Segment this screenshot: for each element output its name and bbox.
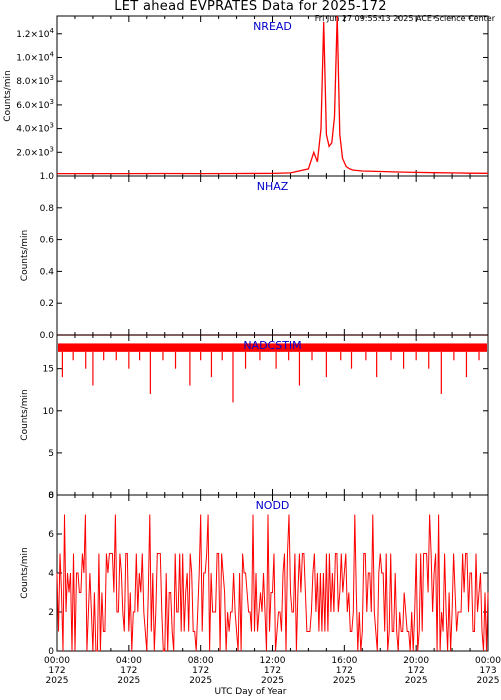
y-tick-exponent: 3 (50, 98, 54, 106)
panel-frame (56, 15, 489, 177)
y-tick-label: 1.0 (40, 172, 55, 182)
y-tick-label: 15 (43, 365, 54, 375)
x-tick-label-time: 12:00 (260, 656, 286, 666)
x-tick-label-day: 172 (264, 666, 281, 676)
y-tick-label: 8.0×103 (16, 74, 54, 87)
data-band-nadcstim (58, 343, 487, 352)
x-tick-label-year: 2025 (333, 676, 356, 686)
y-tick-base: 4.0×10 (16, 125, 50, 135)
x-axis-label: UTC Day of Year (214, 687, 287, 697)
y-tick-label: 8 (48, 491, 54, 501)
y-tick-base: 1.0×10 (16, 53, 50, 63)
y-tick-base: 2.0×10 (16, 148, 50, 158)
y-tick-base: 6.0×10 (16, 101, 50, 111)
y-tick-label: 5 (48, 449, 54, 459)
x-tick-label-year: 2025 (477, 676, 500, 686)
x-tick-label-day: 172 (408, 666, 425, 676)
x-tick-label-time: 20:00 (403, 656, 429, 666)
x-tick-label-day: 173 (479, 666, 496, 676)
y-tick-exponent: 4 (50, 27, 55, 35)
y-tick-label: 10 (43, 407, 55, 417)
data-line-nread (57, 15, 489, 175)
y-tick-label: 6.0×103 (16, 98, 54, 111)
x-tick-label-day: 172 (48, 666, 65, 676)
y-tick-exponent: 3 (50, 74, 54, 82)
x-tick-label-year: 2025 (189, 676, 212, 686)
chart-title: LET ahead EVPRATES Data for 2025-172 (114, 0, 387, 14)
x-tick-label-day: 172 (120, 666, 137, 676)
x-tick-label-time: 00:00 (44, 656, 70, 666)
x-tick-label-time: 00:00 (475, 656, 501, 666)
panel-title-nodd: NODD (256, 499, 290, 512)
y-axis-label: Counts/min (20, 230, 30, 281)
x-tick-label-day: 172 (336, 666, 353, 676)
panel-frame (56, 175, 489, 336)
y-axis-label: Counts/min (3, 70, 13, 121)
y-tick-label: 0.2 (40, 299, 54, 309)
y-tick-label: 6 (48, 530, 54, 540)
x-tick-label-time: 08:00 (188, 656, 214, 666)
y-tick-label: 0 (48, 491, 54, 501)
panel-title-nadcstim: NADCSTIM (243, 339, 301, 352)
y-tick-label: 1.0×104 (16, 50, 54, 63)
y-tick-label: 1.2×104 (16, 27, 54, 40)
y-tick-label: 2 (48, 608, 54, 618)
data-line-nodd (56, 514, 489, 652)
y-tick-exponent: 3 (50, 145, 54, 153)
y-tick-base: 1.2×10 (16, 30, 50, 40)
x-tick-label-year: 2025 (46, 676, 69, 686)
y-tick-label: 0.6 (40, 236, 55, 246)
y-tick-base: 8.0×10 (16, 77, 50, 87)
y-tick-label: 4 (48, 569, 54, 579)
y-axis-label: Counts/min (20, 547, 30, 598)
panel-title-nhaz: NHAZ (257, 180, 289, 193)
x-tick-label-year: 2025 (117, 676, 140, 686)
panel-frame (56, 334, 489, 496)
y-tick-label: 0 (48, 647, 54, 657)
x-tick-label-time: 16:00 (331, 656, 357, 666)
y-tick-exponent: 4 (50, 50, 55, 58)
y-tick-label: 0.8 (40, 204, 55, 214)
y-tick-label: 2.0×103 (16, 145, 54, 158)
y-tick-label: 0.4 (40, 267, 55, 277)
panel-title-nread: NREAD (253, 20, 292, 33)
x-tick-label-year: 2025 (261, 676, 284, 686)
y-tick-exponent: 3 (50, 122, 54, 130)
y-axis-label: Counts/min (20, 389, 30, 440)
x-tick-label-year: 2025 (405, 676, 428, 686)
x-tick-label-day: 172 (192, 666, 209, 676)
generation-timestamp: Fri Jun 27 09:55:13 2025 ACE Science Cen… (314, 14, 495, 23)
x-tick-label-time: 04:00 (116, 656, 142, 666)
y-tick-label: 4.0×103 (16, 122, 54, 135)
y-tick-label: 0.0 (40, 331, 55, 341)
